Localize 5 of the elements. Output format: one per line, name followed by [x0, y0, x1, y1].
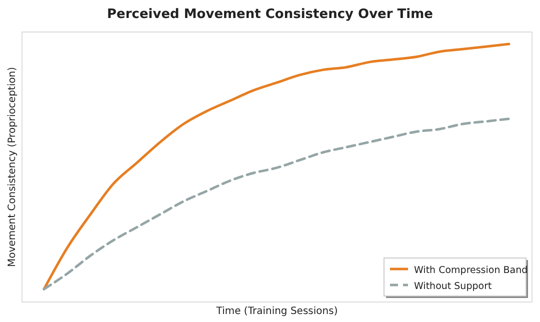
chart-title: Perceived Movement Consistency Over Time: [107, 7, 434, 22]
x-axis-title: Time (Training Sessions): [215, 306, 338, 317]
y-axis-title: Movement Consistency (Proprioception): [7, 66, 18, 267]
legend-label: Without Support: [414, 281, 492, 292]
legend-label: With Compression Band: [414, 265, 528, 276]
